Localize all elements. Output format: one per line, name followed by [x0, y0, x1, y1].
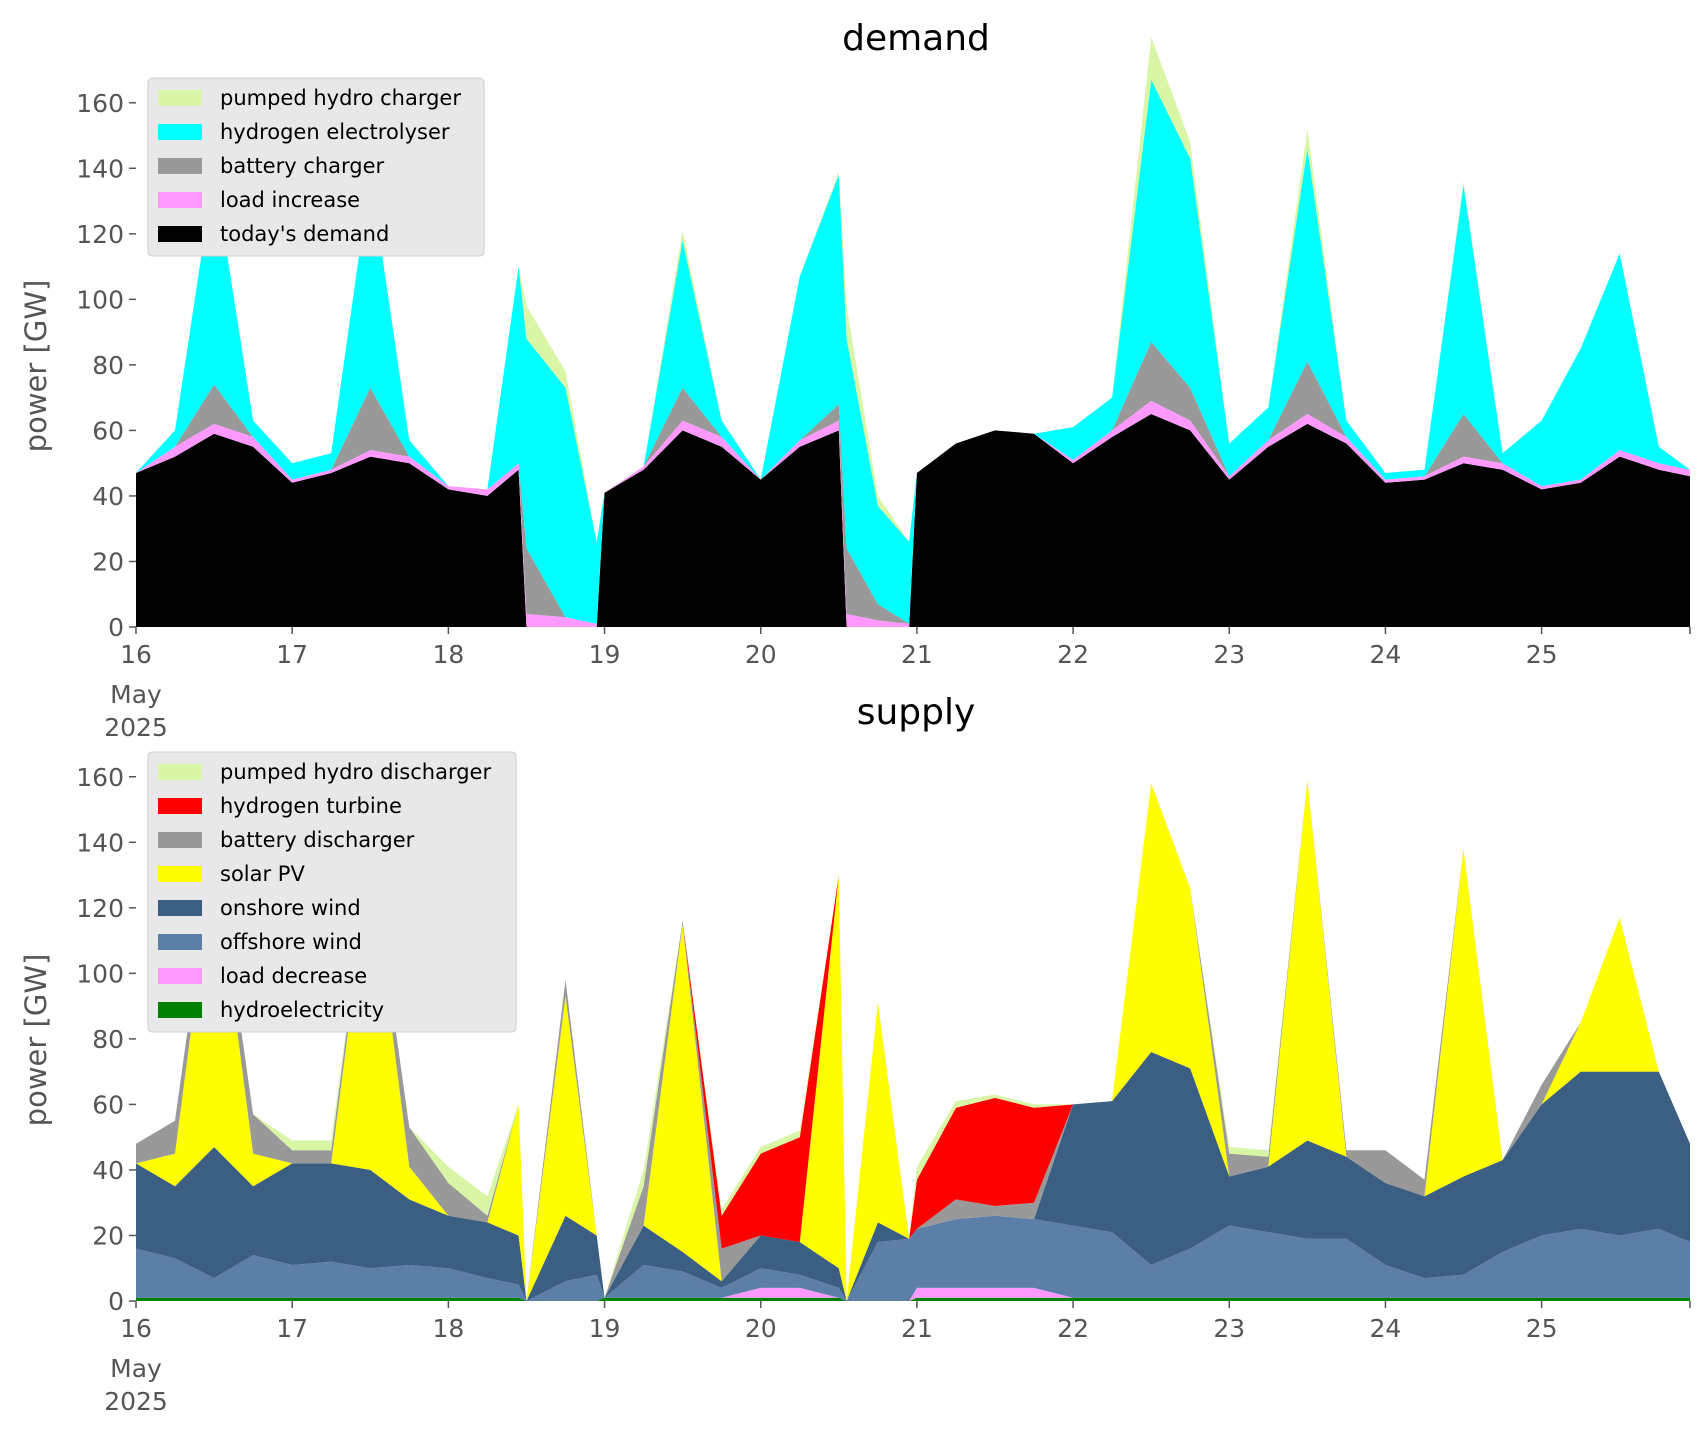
area-series-offshore-wind: [136, 1215, 1690, 1301]
y-axis: 0 20 40 60 80 100 120 140 160: [76, 763, 136, 1316]
legend: pumped hydro charger hydrogen electrolyse…: [147, 77, 485, 257]
legend-swatch-offshore-wind: [158, 934, 202, 950]
x-tick-label: 17: [276, 640, 308, 669]
legend-box: [147, 751, 517, 1033]
y-tick-label: 160: [76, 89, 124, 118]
legend-swatch-hydroelectricity: [158, 1002, 202, 1018]
legend-label-hydroelectricity: hydroelectricity: [220, 998, 384, 1022]
legend-label-battery-charger: battery charger: [220, 154, 385, 178]
legend-swatch-today-s-demand: [158, 226, 202, 242]
legend-label-offshore-wind: offshore wind: [220, 930, 362, 954]
y-tick-label: 80: [92, 351, 124, 380]
legend-label-onshore-wind: onshore wind: [220, 896, 361, 920]
x-tick-label: 24: [1370, 640, 1402, 669]
x-tick-label: 18: [432, 640, 464, 669]
legend-swatch-hydrogen-turbine: [158, 798, 202, 814]
y-tick-label: 60: [92, 416, 124, 445]
legend-label-hydrogen-turbine: hydrogen turbine: [220, 794, 402, 818]
legend-swatch-pumped-hydro-discharger: [158, 764, 202, 780]
legend: pumped hydro discharger hydrogen turbine b…: [147, 751, 517, 1033]
area-series-battery-charger: [136, 341, 1690, 624]
x-tick-label: 21: [901, 1314, 933, 1343]
y-axis-label: power [GW]: [19, 280, 53, 453]
x-tick-label: 16: [120, 1314, 152, 1343]
legend-swatch-load-increase: [158, 192, 202, 208]
x-tick-label: 19: [589, 1314, 621, 1343]
legend-swatch-hydrogen-electrolyser: [158, 124, 202, 140]
y-tick-label: 100: [76, 959, 124, 988]
y-tick-label: 80: [92, 1025, 124, 1054]
y-tick-label: 120: [76, 894, 124, 923]
x-tick-label: 17: [276, 1314, 308, 1343]
x-tick-label: 22: [1057, 640, 1089, 669]
x-sublabel-year: 2025: [104, 1387, 168, 1416]
supply-panel: supply power [GW] 0 20 40 60 80 100 120 140 160 …: [19, 692, 1691, 1416]
x-tick-label: 19: [589, 640, 621, 669]
legend-label-battery-discharger: battery discharger: [220, 828, 415, 852]
x-sublabel-month: May: [110, 680, 162, 709]
y-tick-label: 0: [108, 1287, 124, 1316]
y-tick-label: 20: [92, 1221, 124, 1250]
legend-label-load-increase: load increase: [220, 188, 360, 212]
legend-label-pumped-hydro-charger: pumped hydro charger: [220, 86, 461, 110]
y-axis: 0 20 40 60 80 100 120 140 160: [76, 89, 136, 642]
legend-label-pumped-hydro-discharger: pumped hydro discharger: [220, 760, 491, 784]
legend-swatch-solar-pv: [158, 866, 202, 882]
legend-swatch-battery-discharger: [158, 832, 202, 848]
legend-swatch-pumped-hydro-charger: [158, 90, 202, 106]
y-tick-label: 140: [76, 154, 124, 183]
demand-panel: demand power [GW] 0 20 40 60 80 100 120 140 160 …: [19, 18, 1691, 742]
area-series-load-decrease: [136, 1287, 1690, 1301]
area-series-hydrogen-electrolyser: [136, 79, 1690, 624]
x-tick-label: 25: [1526, 640, 1558, 669]
y-tick-label: 40: [92, 482, 124, 511]
legend-swatch-onshore-wind: [158, 900, 202, 916]
x-axis-date-label: May 2025: [104, 1354, 168, 1416]
x-axis: 16 17 18 19 20 21 22 23 24 25: [120, 1301, 1691, 1343]
legend-label-today-s-demand: today's demand: [220, 222, 389, 246]
y-tick-label: 0: [108, 613, 124, 642]
y-tick-label: 140: [76, 828, 124, 857]
x-tick-label: 16: [120, 640, 152, 669]
x-tick-label: 24: [1370, 1314, 1402, 1343]
x-tick-label: 21: [901, 640, 933, 669]
x-tick-label: 23: [1213, 640, 1245, 669]
legend-swatch-load-decrease: [158, 968, 202, 984]
area-layer: [136, 780, 1690, 1301]
x-sublabel-year: 2025: [104, 713, 168, 742]
legend-label-load-decrease: load decrease: [220, 964, 367, 988]
x-axis: 16 17 18 19 20 21 22 23 24 25: [120, 627, 1691, 669]
area-layer: [136, 37, 1690, 627]
area-series-solar-pv: [136, 780, 1690, 1301]
chart-title: demand: [842, 18, 990, 59]
y-tick-label: 120: [76, 220, 124, 249]
legend-label-hydrogen-electrolyser: hydrogen electrolyser: [220, 120, 450, 144]
x-tick-label: 22: [1057, 1314, 1089, 1343]
x-tick-label: 23: [1213, 1314, 1245, 1343]
legend-label-solar-pv: solar PV: [220, 862, 305, 886]
x-axis-date-label: May 2025: [104, 680, 168, 742]
x-sublabel-month: May: [110, 1354, 162, 1383]
legend-swatch-battery-charger: [158, 158, 202, 174]
y-tick-label: 160: [76, 763, 124, 792]
y-tick-label: 60: [92, 1090, 124, 1119]
chart-title: supply: [857, 692, 976, 733]
x-tick-label: 20: [745, 640, 777, 669]
y-tick-label: 40: [92, 1156, 124, 1185]
x-tick-label: 18: [432, 1314, 464, 1343]
y-tick-label: 20: [92, 547, 124, 576]
x-tick-label: 20: [745, 1314, 777, 1343]
y-axis-label: power [GW]: [19, 954, 53, 1127]
area-series-today-s-demand: [136, 414, 1690, 627]
x-tick-label: 25: [1526, 1314, 1558, 1343]
legend-box: [147, 77, 485, 257]
y-tick-label: 100: [76, 285, 124, 314]
